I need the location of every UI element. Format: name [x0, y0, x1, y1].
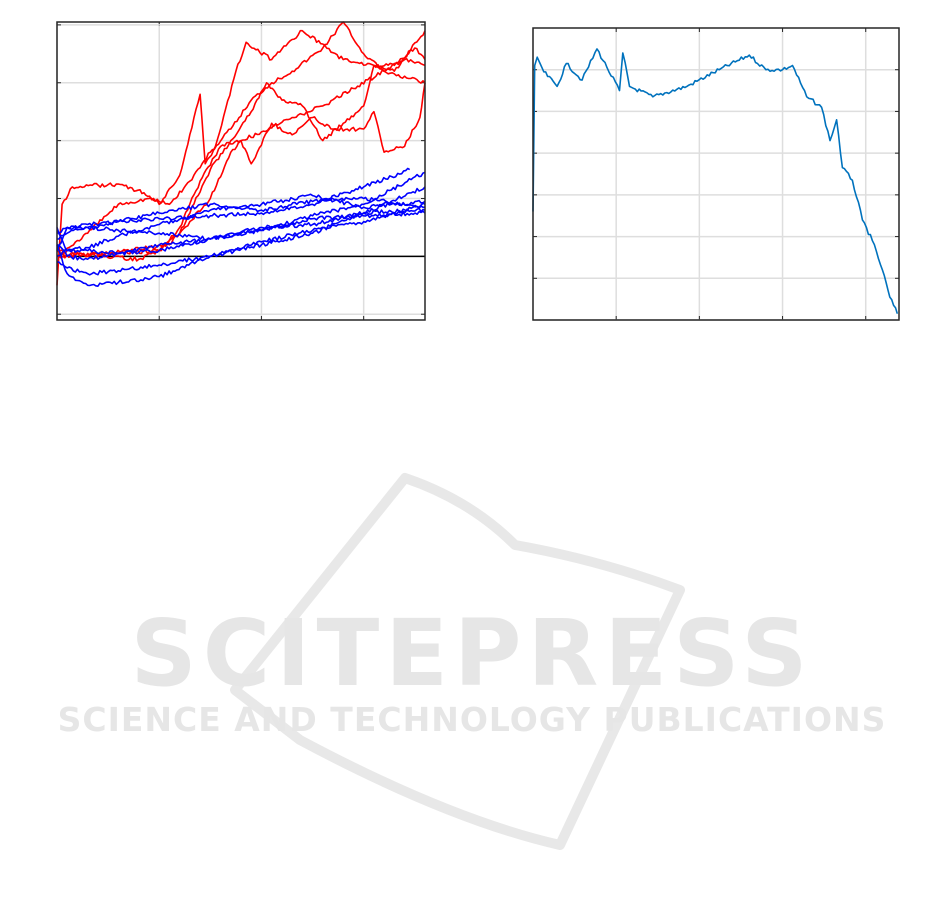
series-line-9	[56, 196, 426, 240]
left-chart	[56, 21, 426, 321]
right-chart	[532, 27, 900, 321]
watermark-logo	[230, 473, 685, 850]
series-line-1	[56, 21, 426, 257]
series-line-0	[56, 29, 426, 286]
series-line-0	[532, 48, 899, 314]
watermark-title: SCITEPRESS	[130, 600, 814, 707]
plot-frame	[56, 21, 426, 321]
watermark-subtitle: SCIENCE AND TECHNOLOGY PUBLICATIONS	[57, 700, 887, 739]
series-line-10	[56, 207, 426, 261]
series-line-3	[56, 47, 426, 258]
series-line-12	[56, 193, 426, 258]
plot-frame	[532, 27, 900, 321]
series-line-4	[56, 82, 426, 259]
book-outline-icon	[230, 473, 685, 850]
series-line-11	[56, 210, 426, 251]
